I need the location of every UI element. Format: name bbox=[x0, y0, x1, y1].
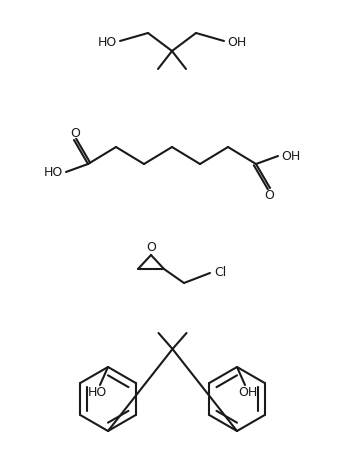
Text: O: O bbox=[70, 127, 80, 140]
Text: OH: OH bbox=[238, 386, 258, 399]
Text: HO: HO bbox=[87, 386, 107, 399]
Text: OH: OH bbox=[281, 150, 300, 163]
Text: HO: HO bbox=[44, 166, 63, 179]
Text: O: O bbox=[264, 189, 274, 202]
Text: O: O bbox=[146, 241, 156, 254]
Text: HO: HO bbox=[98, 35, 117, 49]
Text: Cl: Cl bbox=[214, 266, 226, 279]
Text: OH: OH bbox=[227, 35, 246, 49]
